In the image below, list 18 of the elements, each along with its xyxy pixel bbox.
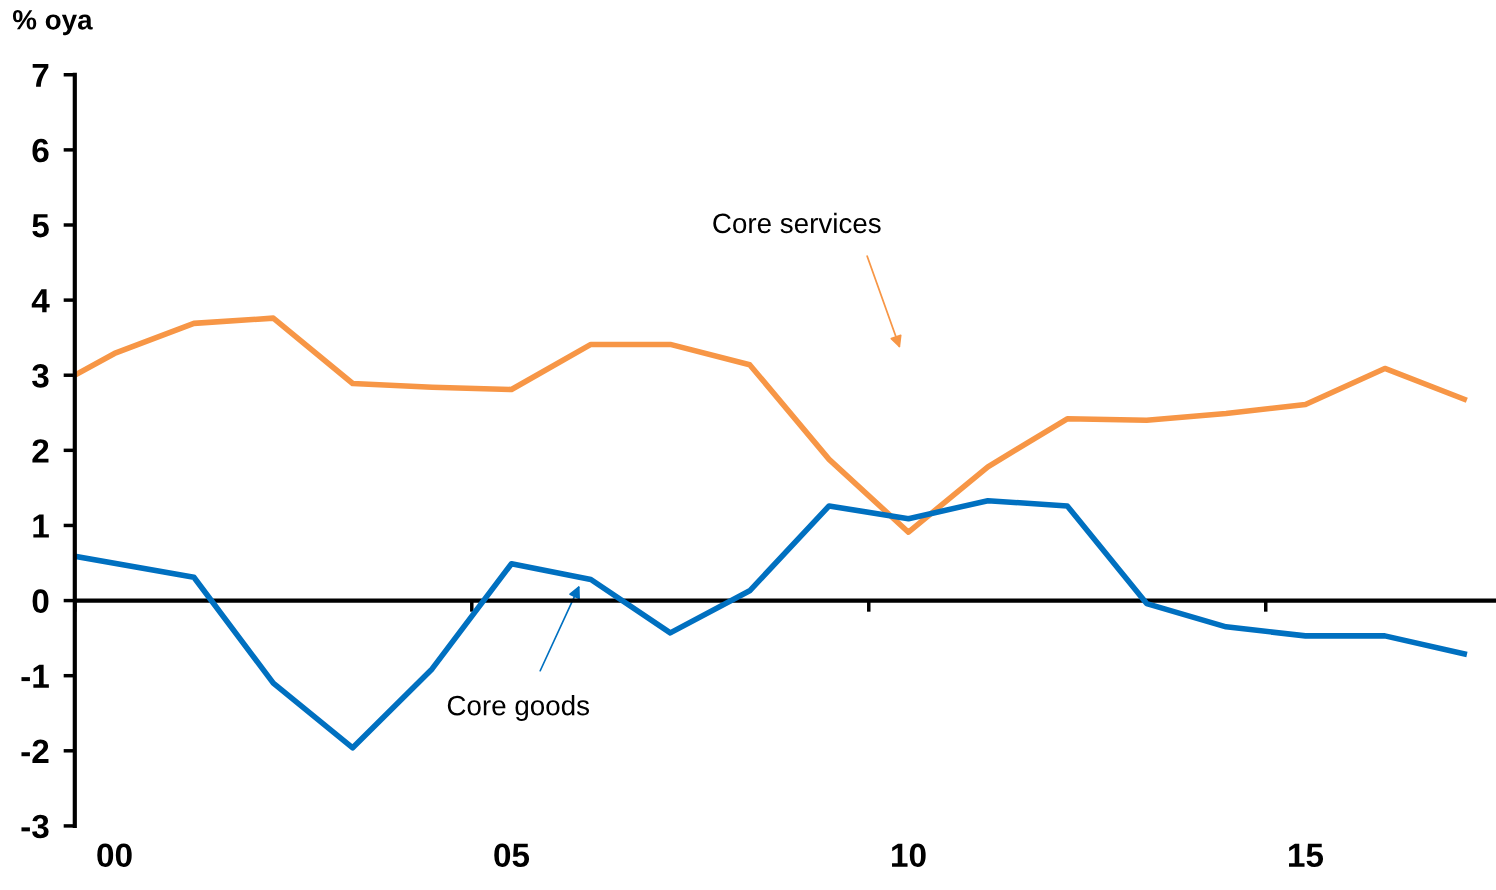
y-tick-label: 2: [32, 439, 49, 463]
y-tick-label: -3: [21, 814, 49, 839]
text: Core services: [713, 212, 881, 234]
x-tick-label: 05: [494, 843, 530, 868]
y-tick-label: 5: [32, 214, 49, 238]
y-tick-label: 3: [32, 364, 49, 388]
series-label: Core goods: [447, 695, 590, 721]
y-axis-title: % oya: [12, 10, 93, 36]
y-tick-label: 6: [32, 138, 49, 163]
x-tick-label: 10: [892, 843, 926, 868]
x-tick-label: 00: [97, 843, 132, 868]
x-tick-label: 15: [1289, 843, 1324, 868]
y-tick-label: 7: [32, 63, 49, 87]
y-tick-label: -2: [21, 739, 49, 763]
y-tick-label: 0: [32, 589, 49, 613]
y-tick-label: 4: [31, 289, 50, 313]
y-tick-label: -1: [21, 664, 49, 688]
y-tick-label: 1: [33, 514, 49, 538]
